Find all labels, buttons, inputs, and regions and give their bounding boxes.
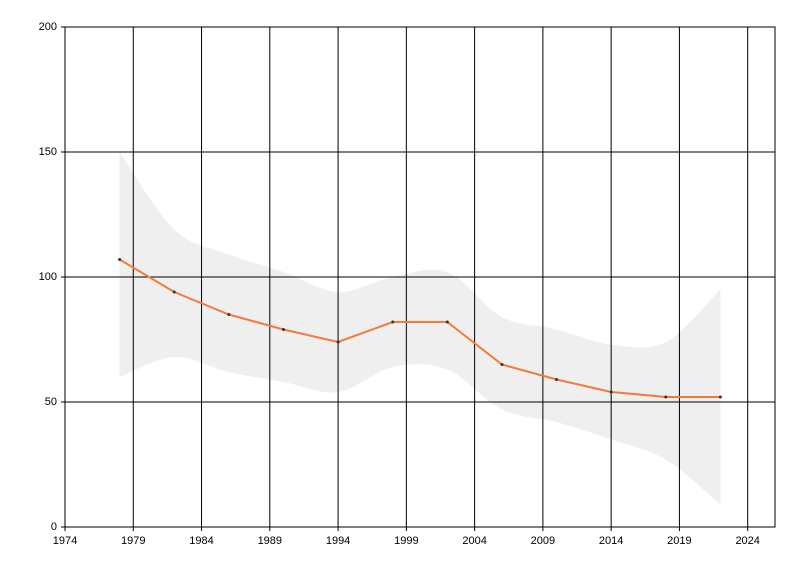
y-tick-label: 150 bbox=[39, 146, 57, 158]
point bbox=[336, 340, 340, 344]
x-tick-label: 2004 bbox=[462, 535, 486, 547]
x-tick-label: 1999 bbox=[394, 535, 418, 547]
y-tick-label: 50 bbox=[45, 396, 57, 408]
point bbox=[664, 395, 668, 399]
y-tick-label: 200 bbox=[39, 21, 57, 33]
line bbox=[119, 258, 721, 398]
point bbox=[500, 363, 504, 366]
x-tick-label: 1994 bbox=[326, 535, 350, 547]
confidence-band bbox=[119, 152, 721, 505]
point bbox=[118, 258, 122, 261]
point bbox=[281, 328, 285, 331]
y-tick-label: 100 bbox=[39, 271, 57, 283]
x-tick-label: 2014 bbox=[599, 535, 623, 547]
x-tick-label: 1989 bbox=[258, 535, 282, 547]
plot-frame bbox=[64, 26, 776, 528]
x-tick-label: 1984 bbox=[189, 535, 213, 547]
point bbox=[555, 378, 559, 381]
x-tick-label: 2009 bbox=[531, 535, 555, 547]
x-tick-label: 1979 bbox=[121, 535, 145, 547]
x-tick-label: 1974 bbox=[53, 535, 77, 547]
point bbox=[172, 290, 176, 294]
x-tick-label: 2019 bbox=[667, 535, 691, 547]
point bbox=[445, 320, 449, 324]
point bbox=[609, 390, 613, 394]
x-tick-label: 2024 bbox=[735, 535, 759, 547]
point bbox=[227, 313, 231, 316]
y-tick-label: 0 bbox=[51, 521, 57, 533]
point bbox=[718, 395, 722, 399]
point bbox=[391, 320, 395, 324]
